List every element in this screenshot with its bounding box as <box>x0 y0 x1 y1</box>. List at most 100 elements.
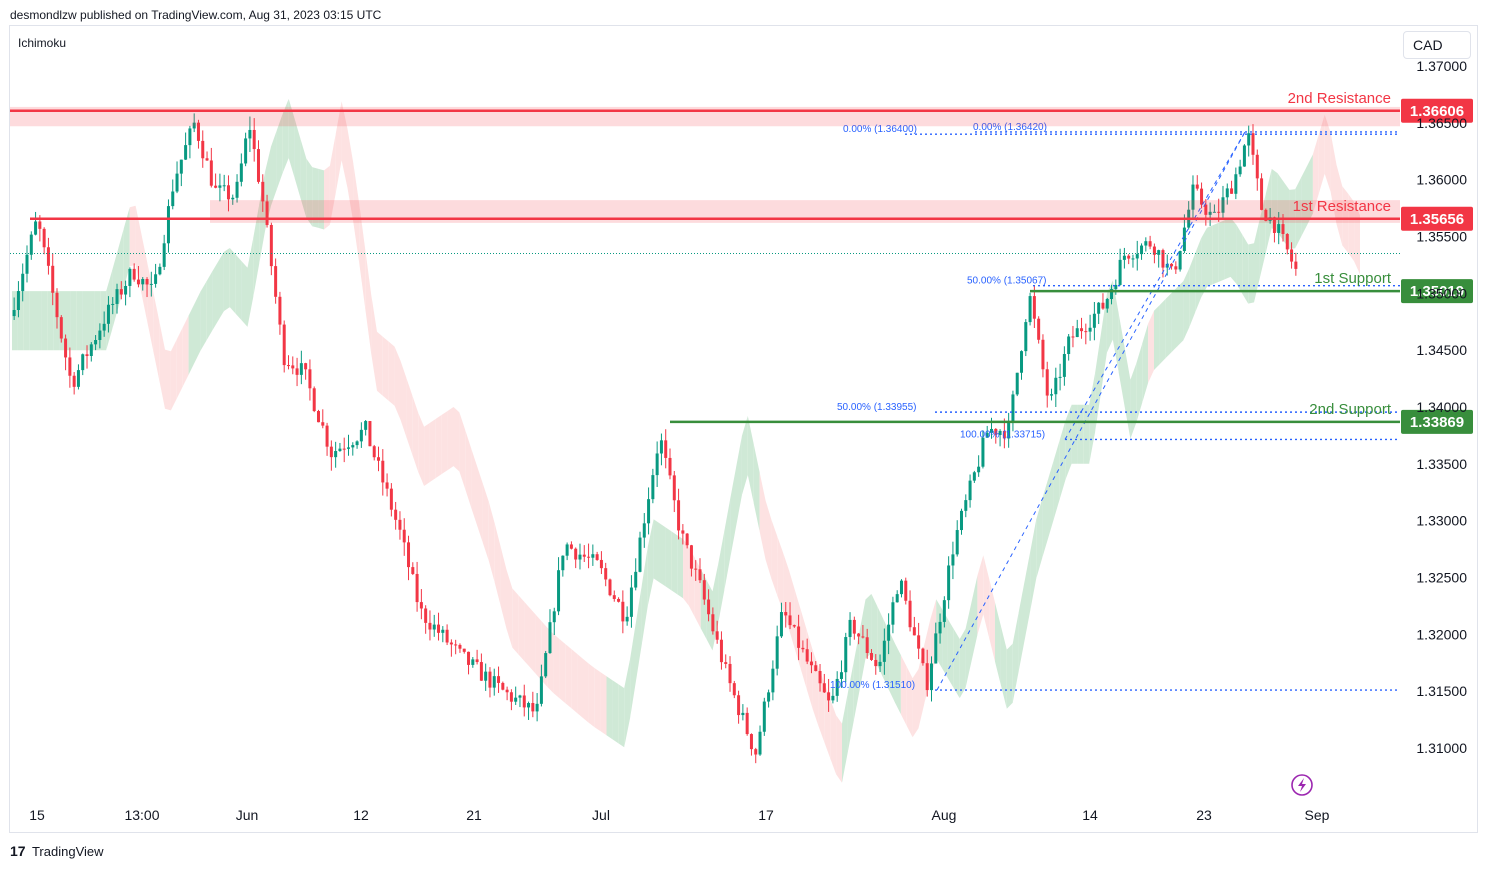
candle-body <box>788 615 792 626</box>
candle-body <box>582 554 586 557</box>
cloud-segment <box>524 601 530 668</box>
cloud-segment <box>1159 298 1166 364</box>
cloud-segment <box>895 643 901 715</box>
cloud-segment <box>777 536 784 612</box>
candle-body <box>1054 377 1058 395</box>
cloud-segment <box>630 621 636 718</box>
candle-body <box>1050 394 1054 396</box>
candle-body <box>205 158 209 161</box>
cloud-segment <box>671 531 678 595</box>
candle-body <box>891 602 895 625</box>
candle-body <box>209 160 213 186</box>
candle-body <box>1075 328 1079 338</box>
candle-body <box>578 554 582 560</box>
cloud-segment <box>300 138 307 218</box>
candle-body <box>141 279 145 285</box>
cloud-segment <box>165 349 171 411</box>
candle-body <box>672 475 676 501</box>
candle-body <box>921 648 925 664</box>
candle-body <box>347 447 351 449</box>
candle-body <box>612 595 616 599</box>
cloud-segment <box>500 546 507 629</box>
candle-body <box>865 637 869 654</box>
candle-body <box>1084 331 1088 333</box>
candle-body <box>664 440 668 458</box>
candle-body <box>527 703 531 708</box>
candle-body <box>218 185 222 188</box>
price-axis[interactable]: 1.37000 1.36500 1.36000 1.35500 1.35000 1.345… <box>1416 58 1467 756</box>
cloud-segment <box>353 163 360 264</box>
candle-body <box>102 323 106 331</box>
cloud-segment <box>1318 114 1325 194</box>
candle-body <box>342 448 346 450</box>
price-tag <box>1401 206 1473 231</box>
candle-body <box>1200 188 1204 205</box>
candle-body <box>269 224 273 267</box>
cloud-segment <box>1154 304 1160 370</box>
candle-body <box>904 580 908 601</box>
cloud-segment <box>871 593 878 666</box>
candle-body <box>1204 204 1208 215</box>
cloud-segment <box>341 101 348 188</box>
cloud-segment <box>724 499 731 591</box>
candle-body <box>1097 302 1101 314</box>
cloud-segment <box>1183 268 1190 341</box>
cloud-segment <box>971 575 978 662</box>
cloud-segment <box>324 165 330 230</box>
candle-body <box>805 649 809 662</box>
candle-body <box>1041 339 1045 370</box>
cloud-segment <box>12 291 18 351</box>
candle-body <box>188 128 192 146</box>
indicator-label[interactable]: Ichimoku <box>18 36 67 50</box>
candle-body <box>394 509 398 520</box>
cloud-segment <box>1048 459 1054 539</box>
candle-body <box>321 422 325 426</box>
cloud-segment <box>488 501 495 583</box>
candle-body <box>29 234 33 255</box>
candle-body <box>51 265 55 293</box>
candle-body <box>286 365 290 367</box>
cloud-segment <box>482 483 489 561</box>
candle-body <box>192 122 196 129</box>
candle-body <box>784 612 788 616</box>
candle-body <box>428 622 432 630</box>
cloud-segment <box>23 291 30 351</box>
cloud-segment <box>530 608 536 674</box>
candle-body <box>184 145 188 160</box>
candle-body <box>1011 394 1015 423</box>
cloud-segment <box>153 292 160 380</box>
cloud-segment <box>47 291 54 351</box>
cloud-segment <box>512 588 519 655</box>
cloud-segment <box>359 204 366 309</box>
lightning-icon[interactable] <box>1291 774 1313 796</box>
candle-body <box>1225 188 1229 198</box>
price-tag <box>1401 279 1473 304</box>
candle-body <box>771 668 775 693</box>
cloud-segment <box>765 500 772 579</box>
currency-selector[interactable]: CAD <box>1403 31 1471 59</box>
cloud-segment <box>176 327 183 399</box>
candle-body <box>1032 296 1036 319</box>
cloud-segment <box>441 411 448 474</box>
candle-body <box>797 626 801 648</box>
candle-body <box>432 624 436 630</box>
candle-body <box>604 568 608 580</box>
candle-body <box>754 749 758 755</box>
y-tick-label: 1.33000 <box>1416 513 1467 529</box>
candle-body <box>1024 322 1028 352</box>
candle-body <box>895 594 899 603</box>
time-axis[interactable]: 15 13:00 Jun 12 21 Jul 17 Aug 14 23 Sep <box>29 807 1329 823</box>
candle-body <box>25 254 29 274</box>
candle-body <box>68 357 72 376</box>
y-tick-label: 1.32500 <box>1416 570 1467 586</box>
x-tick-label: Aug <box>932 807 957 823</box>
cloud-segment <box>565 644 572 708</box>
fibonacci-lines: 0.00% (1.36400) 0.00% (1.36420) 50.00% (1.… <box>10 122 1400 691</box>
cloud-segment <box>147 263 154 352</box>
cloud-segment <box>842 692 848 783</box>
cloud-segment <box>1330 132 1337 224</box>
cloud-segment <box>82 291 89 351</box>
cloud-segment <box>1112 280 1119 373</box>
y-tick-label: 1.37000 <box>1416 58 1467 74</box>
